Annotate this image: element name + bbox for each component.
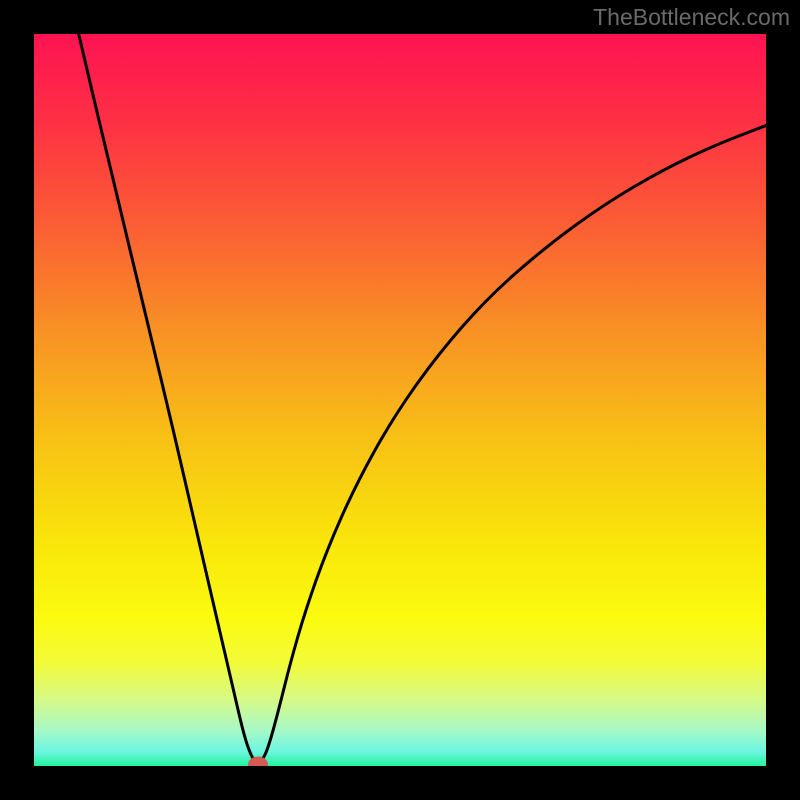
chart-background: [34, 34, 766, 766]
bottleneck-chart: TheBottleneck.com: [0, 0, 800, 800]
attribution-text: TheBottleneck.com: [593, 4, 790, 31]
chart-svg: [0, 0, 800, 800]
